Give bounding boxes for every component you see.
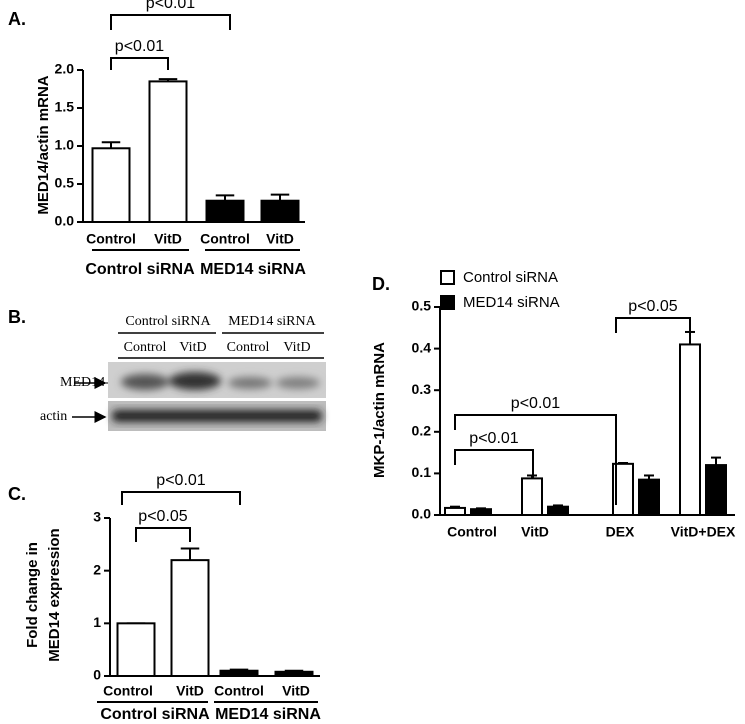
blot-row: actin [40,409,67,424]
significance-bracket [110,57,169,70]
bar [116,622,156,677]
bar [91,147,131,223]
annotation: p<0.05 [628,298,677,315]
blot-lane: Control [227,340,270,355]
y-tick-label: 0.2 [412,423,432,439]
bar [612,462,634,516]
y-tick-label: 0.5 [55,175,75,191]
y-tick-label: 0 [93,667,101,683]
blot-lane: Control [124,340,167,355]
bar [470,508,492,516]
blot-bands [112,410,322,422]
y-tick-label: 0.5 [412,298,432,314]
bar [219,669,259,678]
y-tick-label: 0.0 [55,213,75,229]
group-label: MED14 siRNA [200,261,306,278]
bar [679,343,701,516]
panel-label: D. [372,274,390,294]
blot-lane: VitD [179,340,206,355]
annotation: p<0.01 [156,472,205,489]
x-tick-label: Control [200,231,250,247]
bar [274,670,314,678]
group-label: MED14 siRNA [215,706,321,723]
y-axis-label: MED14/actin mRNA [35,75,52,214]
annotation: p<0.01 [469,430,518,447]
annotation: p<0.01 [511,395,560,412]
x-tick-label: Control [447,524,497,540]
annotation: p<0.01 [115,38,164,55]
y-axis-label: MED14 expression [46,528,63,661]
legend-label: MED14 siRNA [463,294,560,311]
x-tick-label: Control [103,683,153,699]
legend-swatch [440,295,455,310]
significance-bracket [135,527,191,542]
y-tick-label: 1.5 [55,99,75,115]
legend-swatch [440,270,455,285]
y-tick-label: 0.1 [412,464,432,480]
significance-bracket [454,449,534,478]
bar [521,477,543,516]
x-tick-label: DEX [606,524,635,540]
x-tick-label: VitD [266,231,294,247]
significance-bracket [121,491,241,505]
y-tick-label: 1.0 [55,137,75,153]
bar [205,199,245,224]
annotation: p<0.05 [138,508,187,525]
bar [444,506,466,517]
y-axis-label: MKP-1/actin mRNA [371,342,388,478]
group-label: Control siRNA [100,706,210,723]
annotation: p<0.01 [146,0,195,12]
chart-panel: D. MKP-1/actin mRNA 0.0 0.1 0.2 0.3 0.4 0.5 Cont… [371,269,736,540]
y-tick-label: 2.0 [55,61,75,77]
chart-panel: C. Fold change in MED14 expression 0 1 2 3 Cont… [8,472,321,723]
y-tick-label: 0.3 [412,381,432,397]
significance-bracket [454,414,617,505]
x-tick-label: VitD [176,683,204,699]
group-label: Control siRNA [85,261,195,278]
significance-bracket [110,14,231,30]
y-tick-label: 0.0 [412,506,432,522]
bar [705,464,727,516]
blot-lane: VitD [283,340,310,355]
y-tick-label: 3 [93,509,101,525]
y-tick-label: 1 [93,614,101,630]
bar [638,478,660,517]
x-tick-label: VitD+DEX [671,524,736,540]
blot-group: MED14 siRNA [228,314,316,329]
blot-panel: B. Control siRNA MED14 siRNA Control Vit… [8,307,326,431]
legend-label: Control siRNA [463,269,558,286]
panel-label: B. [8,307,26,327]
blot-group: Control siRNA [125,314,211,329]
x-tick-label: VitD [521,524,549,540]
panel-label: A. [8,9,26,29]
bar [260,199,300,224]
blot-bands [121,372,320,390]
x-tick-label: VitD [154,231,182,247]
y-axis-label: Fold change in [24,542,41,648]
x-tick-label: Control [86,231,136,247]
significance-bracket [615,317,691,342]
x-tick-label: VitD [282,683,310,699]
y-tick-label: 0.4 [412,339,432,355]
bar [547,505,569,516]
bar [148,80,188,224]
y-tick-label: 2 [93,561,101,577]
x-tick-label: Control [214,683,264,699]
bar [170,559,210,678]
panel-label: C. [8,484,26,504]
